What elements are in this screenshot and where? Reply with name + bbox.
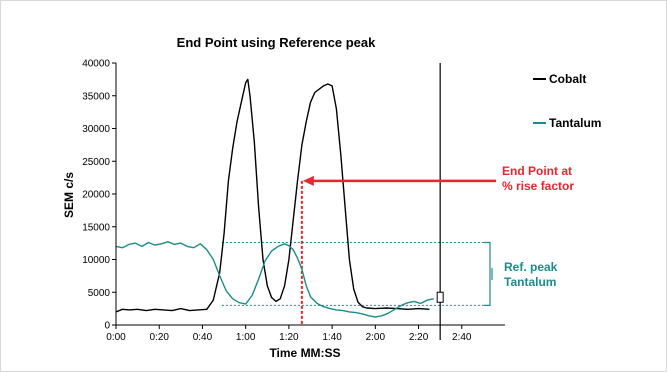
x-tick-label: 2:00 xyxy=(366,332,386,343)
y-tick-label: 20000 xyxy=(82,190,110,201)
ref-peak-label-line1: Ref. peak xyxy=(504,260,558,274)
y-tick-label: 30000 xyxy=(82,124,110,135)
x-tick-label: 0:20 xyxy=(149,332,169,343)
y-tick-label: 5000 xyxy=(88,288,111,299)
y-tick-label: 25000 xyxy=(82,157,110,168)
series-layer xyxy=(115,78,496,318)
ref-peak-label-line2: Tantalum xyxy=(504,275,556,289)
end-point-label-line1: End Point at xyxy=(502,164,572,178)
y-tick-label: 10000 xyxy=(82,255,110,266)
y-tick-label: 35000 xyxy=(82,91,110,102)
y-tick-label: 15000 xyxy=(82,222,110,233)
x-tick-label: 2:40 xyxy=(452,332,472,343)
ticks-layer: 0 5000 10000 15000 20000 25000 30000 35000 40000… xyxy=(82,59,472,344)
x-tick-label: 0:00 xyxy=(106,332,126,343)
chart-title: End Point using Reference peak xyxy=(177,35,376,50)
y-tick-label: 40000 xyxy=(82,59,110,70)
x-tick-label: 0:40 xyxy=(193,332,213,343)
legend-label-cobalt: Cobalt xyxy=(549,72,586,86)
series-line-cobalt xyxy=(115,78,430,313)
y-tick-label: 0 xyxy=(104,321,110,332)
end-point-arrow-head xyxy=(302,175,314,186)
x-axis-label: Time MM:SS xyxy=(269,346,340,360)
ref-peak-bracket xyxy=(484,241,491,306)
cursor-marker xyxy=(436,291,444,303)
axes-layer xyxy=(115,63,505,326)
x-tick-label: 1:40 xyxy=(322,332,342,343)
x-tick-label: 1:00 xyxy=(236,332,256,343)
series-line-tantalum xyxy=(115,241,434,318)
y-axis-label: SEM c/s xyxy=(62,172,76,218)
x-tick-label: 2:20 xyxy=(409,332,429,343)
annotation-lines xyxy=(221,63,493,340)
legend: Cobalt Tantalum xyxy=(533,72,601,130)
end-point-label-line2: % rise factor xyxy=(502,179,574,193)
legend-label-tantalum: Tantalum xyxy=(549,116,601,130)
x-tick-label: 1:20 xyxy=(279,332,299,343)
